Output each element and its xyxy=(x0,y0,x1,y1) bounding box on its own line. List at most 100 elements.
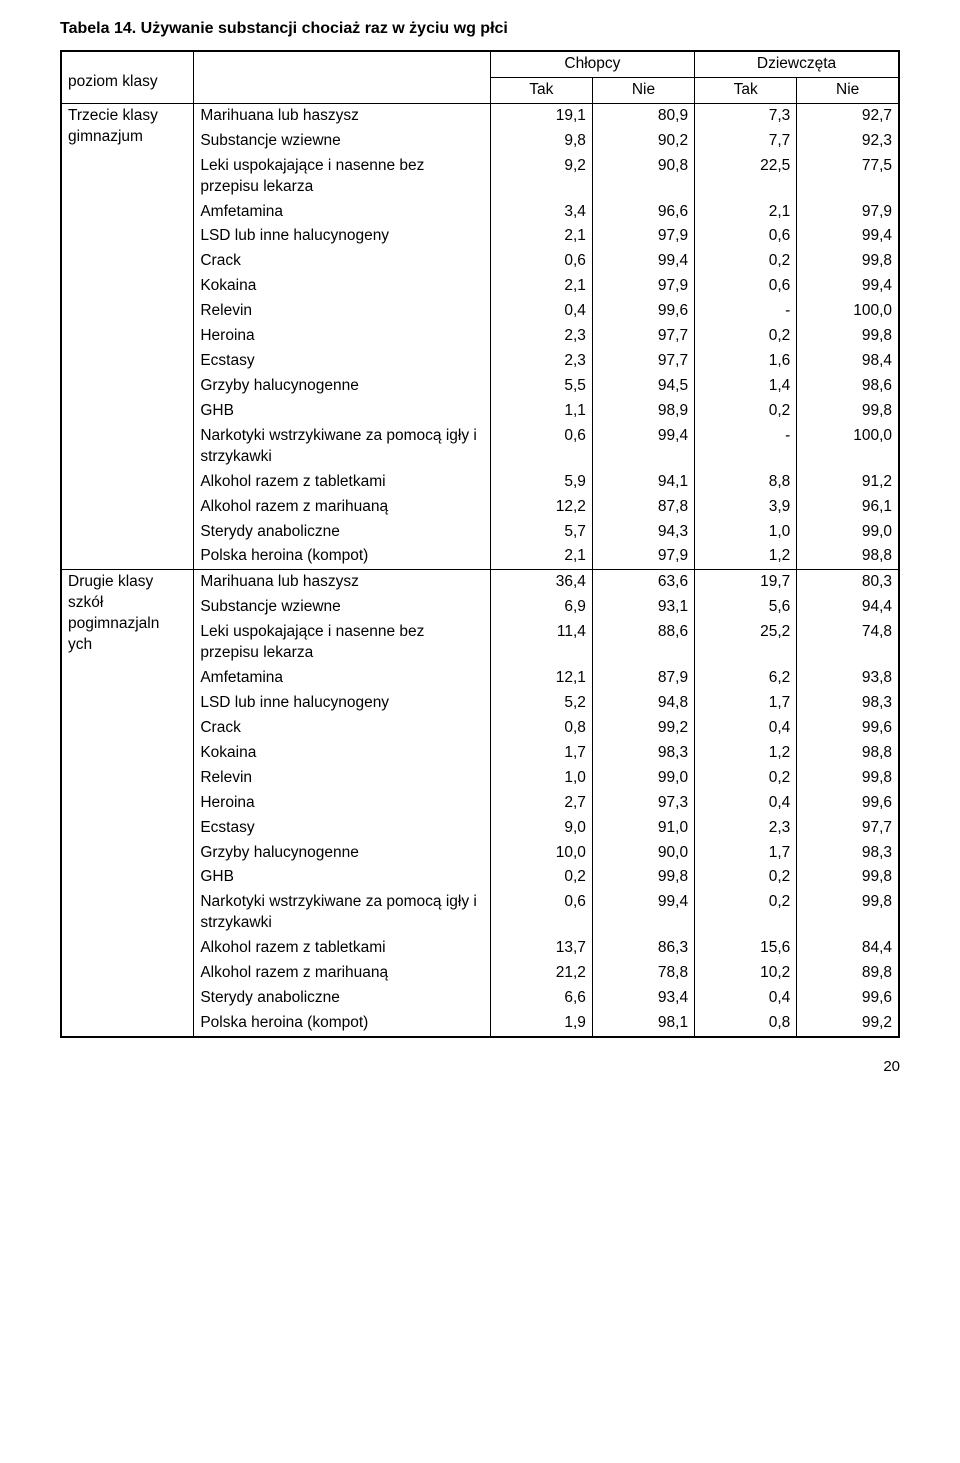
data-cell: 1,7 xyxy=(695,691,797,716)
data-cell: 0,4 xyxy=(695,986,797,1011)
substance-name: LSD lub inne halucynogeny xyxy=(194,224,490,249)
substance-name: Leki uspokajające i nasenne bez przepisu… xyxy=(194,620,490,666)
substance-name: Alkohol razem z tabletkami xyxy=(194,936,490,961)
substance-name: LSD lub inne halucynogeny xyxy=(194,691,490,716)
data-table: poziom klasyChłopcyDziewczętaTakNieTakNi… xyxy=(60,50,900,1038)
data-cell: 97,9 xyxy=(592,224,694,249)
data-cell: 6,9 xyxy=(490,595,592,620)
data-cell: 0,2 xyxy=(695,865,797,890)
header-group2: Dziewczęta xyxy=(695,51,899,77)
substance-name: Grzyby halucynogenne xyxy=(194,841,490,866)
substance-name: Alkohol razem z marihuaną xyxy=(194,495,490,520)
table-title: Tabela 14. Używanie substancji chociaż r… xyxy=(60,20,900,38)
page-number: 20 xyxy=(60,1058,900,1075)
section-label: Trzecie klasy gimnazjum xyxy=(61,103,194,570)
data-cell: 94,8 xyxy=(592,691,694,716)
data-cell: 98,1 xyxy=(592,1011,694,1037)
data-cell: 2,3 xyxy=(490,324,592,349)
substance-name: Kokaina xyxy=(194,741,490,766)
data-cell: 99,8 xyxy=(797,890,899,936)
data-cell: 99,2 xyxy=(797,1011,899,1037)
data-cell: 0,6 xyxy=(490,249,592,274)
data-cell: 2,1 xyxy=(490,544,592,569)
data-cell: 1,1 xyxy=(490,399,592,424)
substance-name: Narkotyki wstrzykiwane za pomocą igły i … xyxy=(194,890,490,936)
data-cell: 90,0 xyxy=(592,841,694,866)
data-cell: 87,9 xyxy=(592,666,694,691)
data-cell: 0,2 xyxy=(490,865,592,890)
data-cell: 99,6 xyxy=(592,299,694,324)
data-cell: 9,8 xyxy=(490,129,592,154)
data-cell: 7,7 xyxy=(695,129,797,154)
data-cell: 36,4 xyxy=(490,570,592,595)
substance-name: Relevin xyxy=(194,766,490,791)
data-cell: 1,7 xyxy=(695,841,797,866)
data-cell: 99,6 xyxy=(797,791,899,816)
data-cell: 3,9 xyxy=(695,495,797,520)
data-cell: 5,5 xyxy=(490,374,592,399)
data-cell: 0,2 xyxy=(695,399,797,424)
substance-name: Alkohol razem z marihuaną xyxy=(194,961,490,986)
data-cell: 1,2 xyxy=(695,741,797,766)
data-cell: 0,4 xyxy=(490,299,592,324)
substance-name: Alkohol razem z tabletkami xyxy=(194,470,490,495)
substance-name: Heroina xyxy=(194,791,490,816)
data-cell: 99,8 xyxy=(797,399,899,424)
data-cell: 80,9 xyxy=(592,103,694,128)
data-cell: 5,6 xyxy=(695,595,797,620)
data-cell: 99,0 xyxy=(797,520,899,545)
data-cell: 1,4 xyxy=(695,374,797,399)
data-cell: 98,8 xyxy=(797,544,899,569)
data-cell: 99,6 xyxy=(797,986,899,1011)
data-cell: 5,7 xyxy=(490,520,592,545)
header-col4: Nie xyxy=(797,77,899,103)
data-cell: 22,5 xyxy=(695,154,797,200)
data-cell: 98,4 xyxy=(797,349,899,374)
data-cell: 1,6 xyxy=(695,349,797,374)
data-cell: 1,0 xyxy=(695,520,797,545)
data-cell: 0,8 xyxy=(695,1011,797,1037)
data-cell: 10,2 xyxy=(695,961,797,986)
header-empty xyxy=(194,51,490,103)
data-cell: 0,6 xyxy=(695,274,797,299)
substance-name: Ecstasy xyxy=(194,349,490,374)
data-cell: 99,8 xyxy=(592,865,694,890)
data-cell: 98,6 xyxy=(797,374,899,399)
substance-name: Leki uspokajające i nasenne bez przepisu… xyxy=(194,154,490,200)
data-cell: 63,6 xyxy=(592,570,694,595)
data-cell: 99,4 xyxy=(592,424,694,470)
data-cell: - xyxy=(695,424,797,470)
data-cell: 97,7 xyxy=(592,324,694,349)
data-cell: 2,1 xyxy=(490,224,592,249)
data-cell: 21,2 xyxy=(490,961,592,986)
substance-name: Relevin xyxy=(194,299,490,324)
data-cell: 97,9 xyxy=(592,274,694,299)
data-cell: 100,0 xyxy=(797,299,899,324)
data-cell: 3,4 xyxy=(490,200,592,225)
data-cell: 5,9 xyxy=(490,470,592,495)
data-cell: 0,2 xyxy=(695,324,797,349)
data-cell: 99,0 xyxy=(592,766,694,791)
data-cell: 86,3 xyxy=(592,936,694,961)
data-cell: 2,3 xyxy=(695,816,797,841)
data-cell: 0,8 xyxy=(490,716,592,741)
substance-name: Narkotyki wstrzykiwane za pomocą igły i … xyxy=(194,424,490,470)
data-cell: 15,6 xyxy=(695,936,797,961)
data-cell: 11,4 xyxy=(490,620,592,666)
data-cell: 0,2 xyxy=(695,249,797,274)
data-cell: 97,7 xyxy=(592,349,694,374)
data-cell: 0,6 xyxy=(695,224,797,249)
data-cell: 97,9 xyxy=(797,200,899,225)
data-cell: 99,4 xyxy=(592,249,694,274)
substance-name: Crack xyxy=(194,249,490,274)
data-cell: 97,7 xyxy=(797,816,899,841)
data-cell: 0,6 xyxy=(490,890,592,936)
data-cell: 89,8 xyxy=(797,961,899,986)
data-cell: 5,2 xyxy=(490,691,592,716)
data-cell: 90,2 xyxy=(592,129,694,154)
data-cell: 25,2 xyxy=(695,620,797,666)
data-cell: 90,8 xyxy=(592,154,694,200)
data-cell: 93,8 xyxy=(797,666,899,691)
header-col2: Nie xyxy=(592,77,694,103)
data-cell: 98,9 xyxy=(592,399,694,424)
